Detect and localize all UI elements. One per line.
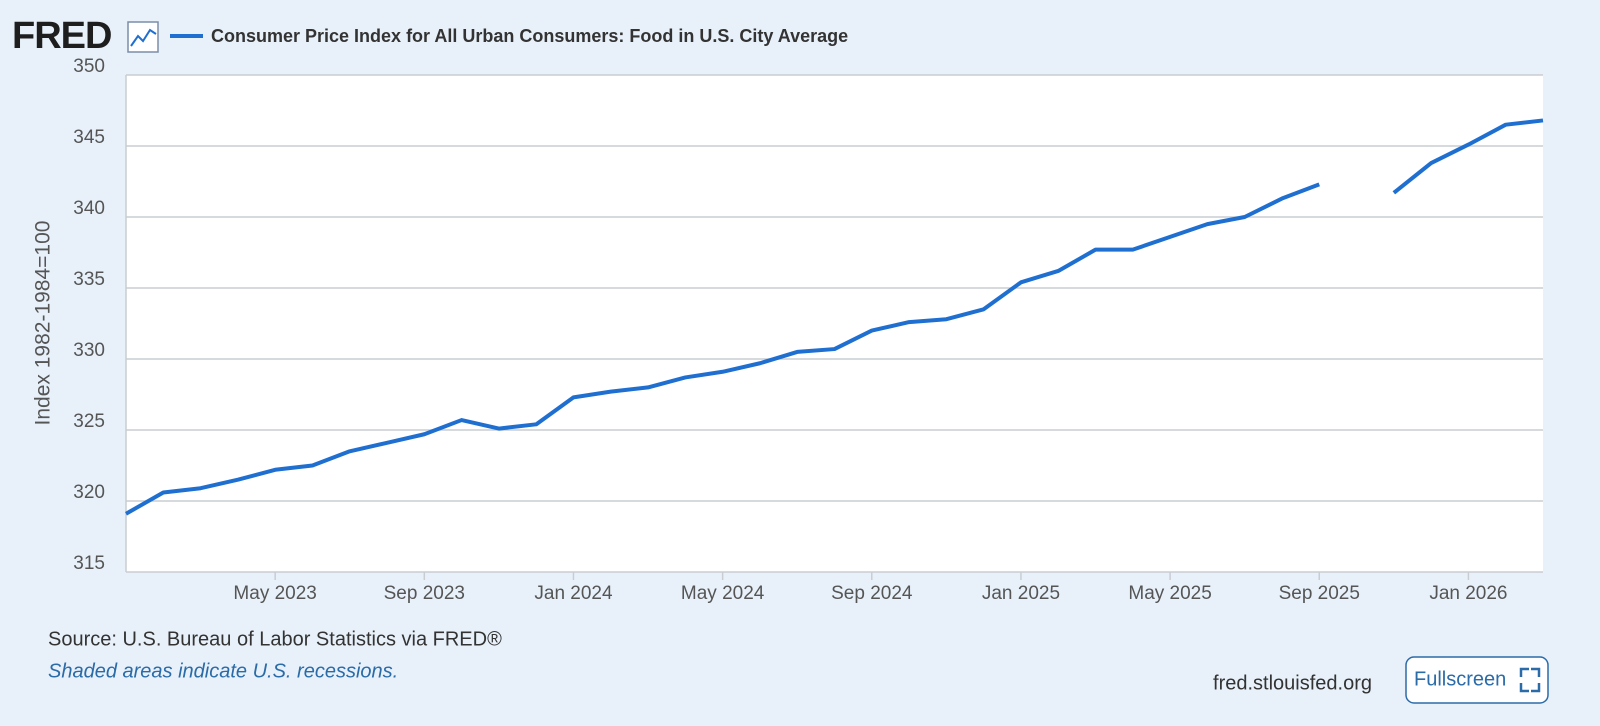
y-tick-label: 330	[73, 340, 105, 361]
x-tick-label: Sep 2025	[1279, 583, 1360, 604]
x-tick-label: Sep 2024	[831, 583, 913, 604]
x-tick-label: Sep 2023	[384, 583, 465, 604]
x-tick-label: May 2025	[1128, 583, 1211, 604]
y-tick-label: 340	[73, 198, 105, 219]
x-tick-label: May 2024	[681, 583, 765, 604]
x-tick-label: Jan 2024	[534, 583, 613, 604]
plot-area	[126, 75, 1543, 572]
y-tick-label: 315	[73, 553, 105, 574]
y-tick-label: 320	[73, 482, 105, 503]
site-link[interactable]: fred.stlouisfed.org	[1213, 672, 1372, 694]
source: Source: U.S. Bureau of Labor Statistics …	[48, 628, 502, 650]
y-tick-label: 345	[73, 127, 105, 148]
data-line	[125, 118, 1544, 516]
fullscreen-button[interactable]: Fullscreen	[1405, 656, 1549, 704]
y-axis-label: Index 1982-1984=100	[32, 221, 55, 426]
x-tick-label: May 2023	[233, 583, 316, 604]
button-label[interactable]: Fullscreen	[1414, 668, 1506, 690]
recession-note: Shaded areas indicate U.S. recessions.	[48, 660, 398, 682]
fullscreen-icon[interactable]	[1519, 667, 1541, 693]
x-tick-label: Jan 2026	[1429, 583, 1507, 604]
y-tick-label: 350	[73, 56, 105, 77]
legend-label: Consumer Price Index for All Urban Consu…	[211, 26, 848, 46]
button-frame[interactable]	[1405, 656, 1549, 704]
y-tick-label: 325	[73, 411, 105, 432]
y-tick-label: 335	[73, 269, 105, 290]
logo: FRED	[12, 15, 111, 57]
x-tick-label: Jan 2025	[982, 583, 1060, 604]
logo-icon	[127, 21, 159, 53]
